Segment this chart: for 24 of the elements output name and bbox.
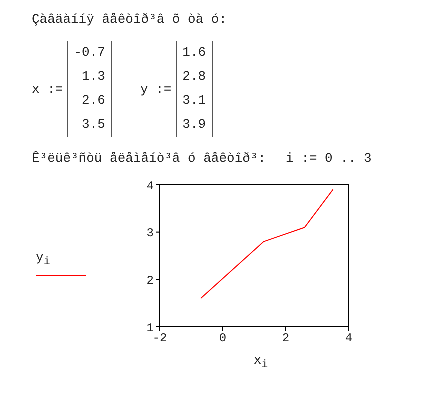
- text: 2.8: [182, 68, 206, 86]
- text: 1.6: [182, 44, 206, 62]
- x-tick-label: 4: [345, 332, 353, 346]
- text: y$_{i}$: [36, 250, 52, 269]
- y-tick-label: 3: [146, 226, 154, 241]
- text: 1.3: [81, 68, 106, 86]
- chart-title: Çàâäàííÿ âåêòîð³â õ òà ó:: [31, 11, 228, 27]
- text: 3.1: [182, 92, 206, 110]
- text: x :=: [32, 82, 64, 96]
- line-series: [200, 189, 334, 300]
- y-tick-label: 4: [146, 179, 154, 194]
- text: -0.7: [74, 44, 106, 62]
- text: y :=: [140, 82, 172, 96]
- text: 3.9: [182, 116, 206, 134]
- x-tick-label: 2: [282, 332, 290, 346]
- x-tick-label: -2: [152, 332, 168, 346]
- y-tick-label: 1: [146, 321, 154, 336]
- text: 3.5: [81, 116, 106, 134]
- y-tick-label: 2: [146, 274, 154, 288]
- text: 2.6: [81, 92, 106, 110]
- text: i := 0 .. 3: [286, 151, 372, 166]
- x-axis-title: x$_{i}$: [252, 353, 270, 372]
- text: Ê³ëüê³ñòü åëåìåíò³â ó âåêòîð³:: [32, 151, 266, 166]
- x-tick-label: 0: [219, 332, 227, 346]
